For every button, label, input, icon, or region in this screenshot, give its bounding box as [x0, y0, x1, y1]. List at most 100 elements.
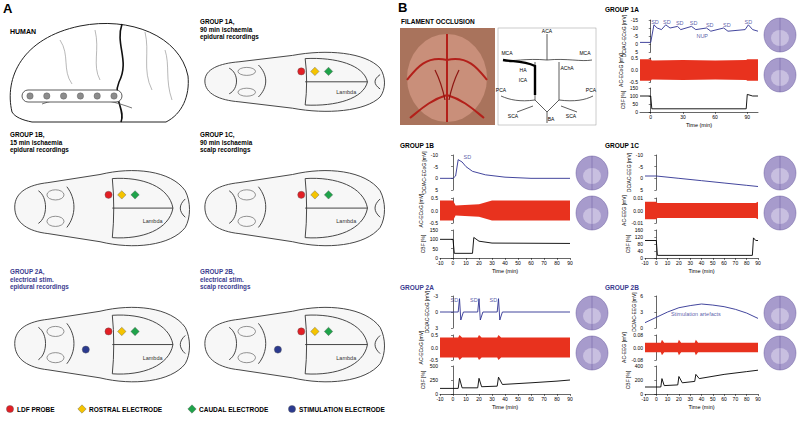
svg-text:150: 150: [430, 227, 439, 233]
svg-text:90: 90: [567, 396, 573, 402]
svg-text:Lambda: Lambda: [336, 218, 357, 224]
svg-text:-10: -10: [631, 25, 638, 31]
svg-text:80: 80: [554, 396, 560, 402]
svg-text:50: 50: [710, 396, 716, 402]
svg-text:120: 120: [635, 234, 644, 240]
svg-text:LDF PROBE: LDF PROBE: [17, 406, 55, 413]
svg-text:50: 50: [710, 260, 716, 266]
svg-text:-15: -15: [631, 17, 638, 23]
svg-text:CBF [%]: CBF [%]: [420, 234, 426, 253]
svg-text:50: 50: [432, 246, 438, 252]
svg-text:SD: SD: [676, 20, 684, 26]
svg-text:GROUP 1B: GROUP 1B: [400, 142, 434, 149]
svg-text:-10: -10: [636, 152, 643, 158]
svg-text:0.5: 0.5: [431, 332, 438, 338]
svg-text:0.0: 0.0: [631, 67, 638, 73]
svg-text:Lambda: Lambda: [336, 355, 357, 361]
svg-text:SD: SD: [489, 297, 497, 303]
svg-text:B: B: [398, 0, 407, 15]
svg-text:40: 40: [637, 248, 643, 254]
svg-text:-5: -5: [639, 164, 644, 170]
svg-text:-5: -5: [434, 164, 439, 170]
svg-text:electrical stim.: electrical stim.: [10, 276, 54, 283]
svg-text:Time (min): Time (min): [686, 122, 712, 128]
svg-text:AC-ECoG [mV]: AC-ECoG [mV]: [618, 52, 624, 87]
svg-text:90: 90: [744, 114, 750, 120]
svg-text:ACA: ACA: [542, 28, 553, 34]
svg-text:30: 30: [687, 260, 693, 266]
svg-text:30: 30: [489, 260, 495, 266]
svg-text:5: 5: [435, 187, 438, 193]
svg-text:60: 60: [528, 260, 534, 266]
svg-text:0: 0: [655, 260, 658, 266]
svg-text:50: 50: [515, 396, 521, 402]
svg-text:ICA: ICA: [519, 77, 528, 83]
svg-text:70: 70: [541, 260, 547, 266]
svg-text:CAUDAL ELECTRODE: CAUDAL ELECTRODE: [199, 406, 269, 413]
svg-text:FILAMENT OCCLUSION: FILAMENT OCCLUSION: [401, 18, 475, 25]
svg-text:30: 30: [680, 114, 686, 120]
svg-text:Stimulation artefacts: Stimulation artefacts: [671, 311, 721, 317]
svg-text:10: 10: [463, 260, 469, 266]
svg-text:Lambda: Lambda: [143, 355, 164, 361]
svg-text:0.5: 0.5: [631, 55, 638, 61]
svg-text:80: 80: [744, 260, 750, 266]
svg-text:10: 10: [665, 260, 671, 266]
svg-text:Time (min): Time (min): [492, 268, 518, 274]
svg-text:50: 50: [632, 101, 638, 107]
svg-text:ROSTRAL ELECTRODE: ROSTRAL ELECTRODE: [89, 406, 163, 413]
svg-text:SD: SD: [450, 297, 458, 303]
svg-text:3: 3: [435, 325, 438, 331]
svg-text:electrical stim.: electrical stim.: [200, 276, 244, 283]
svg-text:0.00: 0.00: [633, 345, 643, 351]
svg-text:0: 0: [640, 175, 643, 181]
svg-text:AChA: AChA: [560, 65, 574, 71]
svg-text:BA: BA: [548, 116, 555, 122]
svg-text:SD: SD: [663, 19, 671, 25]
svg-text:60: 60: [712, 114, 718, 120]
svg-text:30: 30: [489, 396, 495, 402]
svg-text:GROUP 1C: GROUP 1C: [605, 142, 639, 149]
svg-text:A: A: [3, 1, 13, 16]
svg-text:0.0: 0.0: [431, 208, 438, 214]
svg-text:GROUP 2A: GROUP 2A: [400, 284, 434, 291]
svg-text:AC-ECoG [mV]: AC-ECoG [mV]: [418, 193, 424, 228]
svg-text:70: 70: [733, 260, 739, 266]
svg-text:CBF [%]: CBF [%]: [420, 370, 426, 389]
svg-text:CBF [%]: CBF [%]: [625, 234, 631, 253]
svg-text:DC/AC-EEG [mV]: DC/AC-EEG [mV]: [626, 152, 632, 192]
svg-text:20: 20: [676, 396, 682, 402]
svg-text:0.01: 0.01: [633, 195, 643, 201]
svg-text:5: 5: [640, 187, 643, 193]
svg-text:40: 40: [699, 260, 705, 266]
svg-text:DC/AC-ECoG [mV]: DC/AC-ECoG [mV]: [424, 290, 430, 333]
svg-text:10: 10: [463, 396, 469, 402]
svg-text:AC-EEG [mV]: AC-EEG [mV]: [621, 194, 627, 225]
svg-text:SD: SD: [706, 22, 714, 28]
svg-text:80: 80: [554, 260, 560, 266]
svg-text:DC/AC-ECoG [mV]: DC/AC-ECoG [mV]: [621, 14, 627, 57]
svg-text:SCA: SCA: [566, 113, 577, 119]
svg-text:100: 100: [430, 236, 439, 242]
svg-text:Lambda: Lambda: [336, 89, 357, 95]
svg-text:0: 0: [435, 175, 438, 181]
svg-text:0: 0: [649, 114, 652, 120]
svg-text:epidural recordings: epidural recordings: [10, 283, 69, 291]
svg-text:-0.5: -0.5: [429, 220, 438, 226]
svg-text:3: 3: [640, 309, 643, 315]
svg-text:GROUP 1A: GROUP 1A: [605, 6, 639, 13]
svg-text:-10: -10: [436, 260, 443, 266]
svg-text:80: 80: [637, 241, 643, 247]
svg-text:MCA: MCA: [501, 50, 513, 56]
svg-text:0: 0: [640, 325, 643, 331]
svg-text:Time (min): Time (min): [492, 404, 518, 410]
svg-text:NUP: NUP: [696, 33, 708, 39]
svg-text:0: 0: [435, 309, 438, 315]
svg-text:400: 400: [635, 363, 644, 369]
svg-text:SD: SD: [470, 297, 478, 303]
svg-text:DC/AC-ECoG [mV]: DC/AC-ECoG [mV]: [421, 151, 427, 194]
svg-text:0: 0: [452, 396, 455, 402]
svg-text:SD: SD: [723, 22, 731, 28]
svg-text:GROUP 2B: GROUP 2B: [605, 284, 639, 291]
svg-text:70: 70: [733, 396, 739, 402]
